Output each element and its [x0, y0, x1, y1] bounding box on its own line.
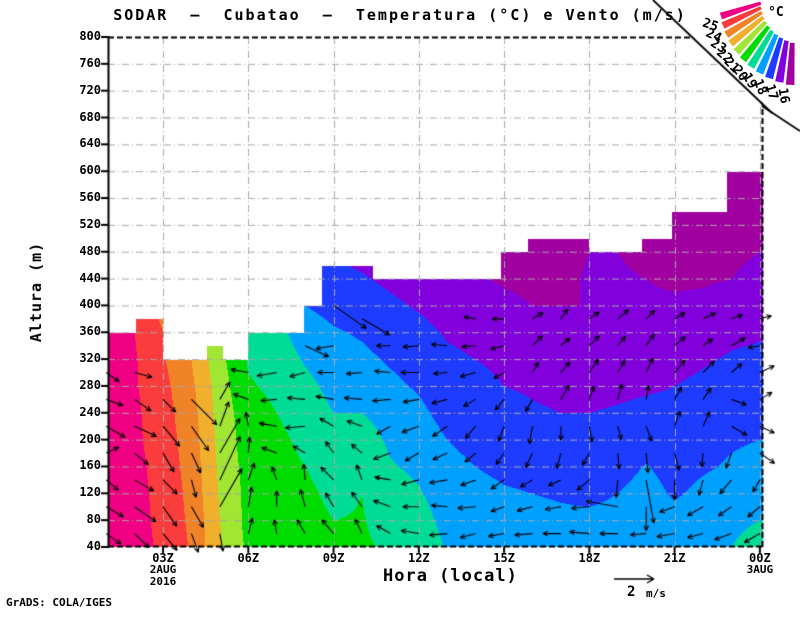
y-tick-label: 400: [79, 297, 101, 312]
y-tick-label: 760: [79, 55, 101, 70]
x-tick-label: 09Z: [322, 551, 345, 565]
x-date-label: 2AUG: [149, 563, 177, 576]
wind-ref-unit: m/s: [646, 587, 666, 600]
y-tick-label: 600: [79, 163, 101, 178]
x-tick-label: 21Z: [663, 551, 686, 565]
y-tick-label: 360: [79, 324, 101, 339]
y-tick-label: 120: [79, 485, 101, 500]
y-tick-label: 680: [79, 109, 101, 124]
y-tick-label: 80: [86, 512, 101, 527]
y-tick-label: 160: [79, 458, 101, 473]
y-tick-label: 320: [79, 351, 101, 366]
y-tick-label: 40: [86, 539, 101, 553]
x-date-label: 3AUG: [746, 563, 774, 576]
x-date-label: 2016: [149, 575, 177, 588]
chart-title: SODAR – Cubatao – Temperatura (°C) e Ven…: [113, 6, 687, 24]
y-tick-label: 720: [79, 82, 101, 97]
y-tick-label: 200: [79, 431, 101, 446]
x-tick-label: 12Z: [407, 551, 430, 565]
y-tick-label: 280: [79, 377, 101, 392]
legend-unit-label: °C: [768, 5, 784, 20]
x-tick-label: 03Z: [152, 551, 174, 565]
x-tick-label: 00Z: [749, 551, 771, 565]
x-tick-label: 15Z: [493, 551, 515, 565]
y-tick-label: 560: [79, 190, 101, 205]
y-tick-label: 800: [79, 29, 101, 43]
y-tick-label: 480: [79, 243, 101, 258]
y-tick-label: 240: [79, 404, 101, 419]
y-tick-label: 440: [79, 270, 101, 285]
x-tick-label: 06Z: [237, 551, 260, 565]
grads-credit: GrADS: COLA/IGES: [6, 596, 112, 609]
x-axis-label: Hora (local): [383, 566, 518, 586]
x-tick-label: 18Z: [578, 551, 601, 565]
wind-ref-value: 2: [627, 584, 636, 600]
y-tick-label: 640: [79, 136, 101, 151]
y-axis-label: Altura (m): [27, 241, 45, 343]
y-tick-label: 520: [79, 216, 101, 231]
